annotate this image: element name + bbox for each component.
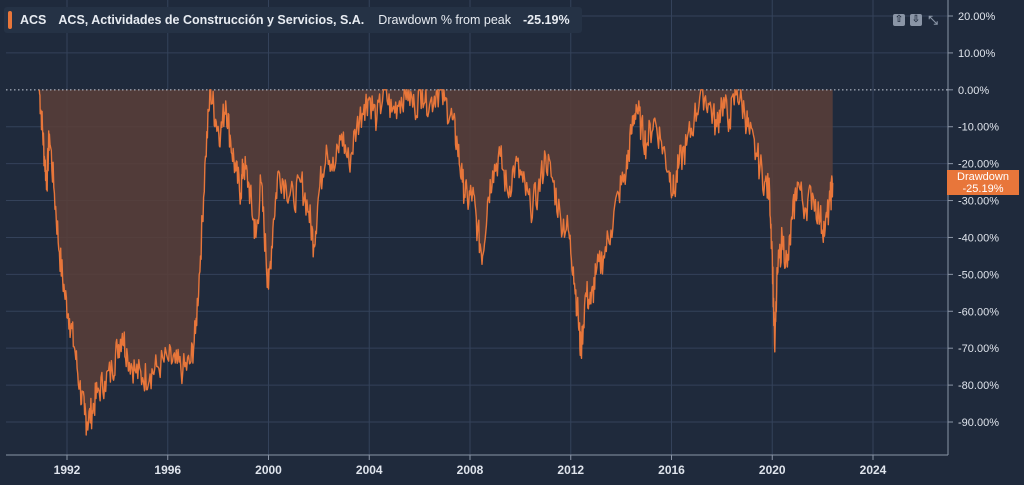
y-axis: 20.00% 10.00% 0.00% -10.00% -20.00% -30.00% -4… bbox=[947, 0, 999, 455]
y-tick-label: -90.00% bbox=[958, 417, 999, 429]
x-tick-label: 2008 bbox=[457, 463, 484, 477]
y-tick-label: -60.00% bbox=[958, 306, 999, 318]
legend-ticker: ACS bbox=[20, 13, 47, 27]
badge-value: -25.19% bbox=[962, 183, 1004, 195]
x-tick-label: 1996 bbox=[154, 463, 181, 477]
y-tick-label: -80.00% bbox=[958, 380, 999, 392]
x-tick-label: 2024 bbox=[860, 463, 887, 477]
badge-label: Drawdown bbox=[957, 171, 1009, 183]
x-tick-label: 2000 bbox=[255, 463, 282, 477]
series-color-swatch bbox=[8, 11, 12, 29]
y-tick-label: 10.00% bbox=[958, 48, 996, 60]
x-tick-label: 2020 bbox=[759, 463, 786, 477]
y-tick-label: -40.00% bbox=[958, 232, 999, 244]
x-tick-label: 2012 bbox=[557, 463, 584, 477]
y-tick-label: -50.00% bbox=[958, 269, 999, 281]
x-tick-label: 1992 bbox=[54, 463, 81, 477]
legend-metric: Drawdown % from peak bbox=[378, 13, 511, 27]
y-tick-label: -30.00% bbox=[958, 196, 999, 208]
move-up-icon[interactable]: ⇧ bbox=[893, 14, 905, 26]
legend: ACS ACS, Actividades de Construcción y S… bbox=[4, 7, 582, 33]
y-tick-label: -10.00% bbox=[958, 122, 999, 134]
legend-company: ACS, Actividades de Construcción y Servi… bbox=[58, 13, 365, 27]
move-down-icon[interactable]: ⇩ bbox=[910, 14, 922, 26]
drawdown-area bbox=[39, 89, 833, 436]
compress-icon[interactable]: ⤡ bbox=[928, 13, 938, 27]
drawdown-line bbox=[38, 89, 834, 436]
legend-value: -25.19% bbox=[523, 13, 570, 27]
y-tick-label: 20.00% bbox=[958, 11, 996, 23]
y-tick-label: -20.00% bbox=[958, 159, 999, 171]
y-tick-label: -70.00% bbox=[958, 343, 999, 355]
x-tick-label: 2004 bbox=[356, 463, 383, 477]
current-value-badge: Drawdown -25.19% bbox=[947, 170, 1019, 195]
x-axis: 1992 1996 2000 2004 2008 2012 2016 2020 2024 bbox=[6, 454, 948, 477]
y-tick-label: 0.00% bbox=[958, 85, 989, 97]
x-tick-label: 2016 bbox=[658, 463, 685, 477]
